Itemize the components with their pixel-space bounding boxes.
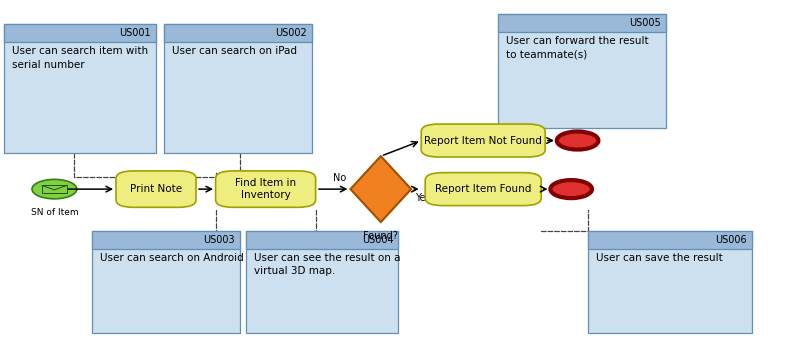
Text: US001: US001 <box>119 28 151 38</box>
Text: US006: US006 <box>715 235 747 245</box>
FancyBboxPatch shape <box>164 24 312 42</box>
Text: Yes: Yes <box>415 193 431 203</box>
Polygon shape <box>350 156 411 222</box>
Text: No: No <box>333 172 346 183</box>
FancyBboxPatch shape <box>164 24 312 153</box>
FancyBboxPatch shape <box>4 24 156 42</box>
FancyBboxPatch shape <box>216 171 315 207</box>
Text: Find Item in
Inventory: Find Item in Inventory <box>235 178 296 200</box>
Text: User can search on Android: User can search on Android <box>100 253 244 263</box>
FancyBboxPatch shape <box>588 231 752 333</box>
FancyBboxPatch shape <box>246 231 398 249</box>
Text: Report Item Not Found: Report Item Not Found <box>424 136 542 145</box>
Text: User can forward the result
to teammate(s): User can forward the result to teammate(… <box>506 36 648 59</box>
Text: Report Item Found: Report Item Found <box>435 184 531 194</box>
Text: Found?: Found? <box>363 231 398 241</box>
Text: SN of Item: SN of Item <box>30 208 78 217</box>
FancyBboxPatch shape <box>498 14 666 32</box>
Text: US003: US003 <box>203 235 235 245</box>
Text: User can see the result on a
virtual 3D map.: User can see the result on a virtual 3D … <box>254 253 401 276</box>
FancyBboxPatch shape <box>92 231 240 333</box>
Text: US004: US004 <box>362 235 394 245</box>
FancyBboxPatch shape <box>116 171 196 207</box>
FancyBboxPatch shape <box>4 24 156 153</box>
FancyBboxPatch shape <box>498 14 666 128</box>
Text: US005: US005 <box>629 18 661 28</box>
Circle shape <box>550 180 592 198</box>
Text: Print Note: Print Note <box>130 184 182 194</box>
Circle shape <box>32 179 77 199</box>
FancyBboxPatch shape <box>426 173 542 205</box>
Text: US002: US002 <box>275 28 307 38</box>
Text: User can save the result: User can save the result <box>596 253 722 263</box>
FancyBboxPatch shape <box>246 231 398 333</box>
Text: User can search on iPad: User can search on iPad <box>172 46 297 57</box>
Circle shape <box>557 132 598 150</box>
FancyBboxPatch shape <box>92 231 240 249</box>
Text: User can search item with
serial number: User can search item with serial number <box>12 46 148 70</box>
FancyBboxPatch shape <box>421 124 546 157</box>
FancyBboxPatch shape <box>588 231 752 249</box>
